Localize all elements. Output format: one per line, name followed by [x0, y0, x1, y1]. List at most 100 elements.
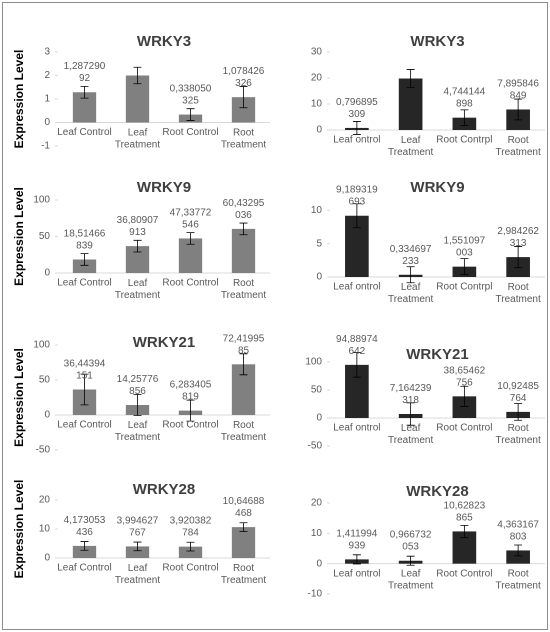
y-tick-label: -50 [36, 445, 51, 456]
y-axis-label: Expression Level [12, 480, 26, 579]
value-label: 10,92485 764 [497, 381, 539, 404]
y-tick-label: 10 [311, 528, 323, 539]
value-label: 10,64688 468 [223, 496, 265, 519]
bar [72, 92, 97, 123]
error-bar [460, 258, 469, 276]
error-bar [80, 373, 89, 406]
bar [178, 546, 203, 558]
value-label: 7,895846 849 [497, 78, 539, 101]
value-label: 14,25776 856 [117, 374, 159, 397]
value-label: 0,338050 325 [170, 83, 212, 106]
value-label: 4,744144 898 [444, 86, 486, 109]
value-label: 2,984262 313 [497, 226, 539, 249]
bar [345, 364, 369, 418]
x-tick-label: Leaf Treatment [388, 423, 433, 446]
x-tick-label: Root Treatment [496, 423, 541, 446]
error-bar [133, 239, 142, 253]
error-bar [186, 232, 195, 245]
x-tick-label: Root Control [162, 563, 218, 574]
x-tick-label: Root Control [162, 420, 218, 431]
chart-title: WRKY9 [137, 179, 191, 196]
y-tick-label: 0 [44, 410, 50, 421]
error-bar [352, 554, 361, 565]
y-tick-label: 2 [44, 70, 50, 81]
x-tick-label: Leaf ontrol [333, 568, 380, 579]
y-tick-label: 10 [311, 205, 323, 216]
value-label: 38,65462 756 [444, 365, 486, 388]
bar [231, 527, 256, 558]
y-tick-label: 100 [33, 195, 50, 206]
y-tick-label: 0 [316, 558, 322, 569]
chart-title: WRKY3 [137, 33, 191, 50]
chart-title: WRKY21 [406, 346, 469, 363]
chart-title: WRKY3 [410, 33, 464, 50]
value-label: 1,287290 92 [64, 61, 106, 84]
value-label: 1,551097 003 [444, 235, 486, 258]
y-tick-label: 100 [305, 357, 322, 368]
bar [345, 215, 369, 277]
y-tick-label: 1 [44, 94, 50, 105]
x-tick-label: Leaf Treatment [388, 135, 433, 158]
x-tick-label: Root Control [162, 278, 218, 289]
error-bar [133, 66, 142, 85]
value-label: 10,62823 865 [444, 500, 486, 523]
y-tick-label: 3 [44, 47, 50, 58]
bar [398, 78, 423, 130]
value-label: 9,189319 693 [336, 184, 378, 207]
chart-title: WRKY9 [410, 179, 464, 196]
error-bar [352, 121, 361, 135]
x-tick-label: Leaf Treatment [115, 563, 160, 586]
value-label: 4,363167 803 [497, 519, 539, 542]
x-tick-label: Root Treatment [221, 127, 266, 150]
y-tick-label: 20 [311, 498, 323, 509]
value-label: 94,88974 642 [336, 334, 378, 357]
x-tick-label: Root Treatment [496, 282, 541, 305]
x-tick-label: Root Treatment [496, 568, 541, 591]
y-axis-label: Expression Level [12, 50, 26, 149]
value-label: 6,283405 819 [170, 379, 212, 402]
bar [231, 228, 256, 273]
error-bar [514, 544, 523, 557]
bar [125, 75, 150, 123]
y-tick-label: 20 [39, 495, 51, 506]
bar [72, 545, 97, 558]
error-bar [406, 555, 415, 566]
error-bar [514, 98, 523, 121]
x-tick-label: Leaf Treatment [115, 278, 160, 301]
error-bar [133, 541, 142, 552]
x-tick-label: Root Treatment [221, 563, 266, 586]
x-tick-label: Root Contrpl [436, 135, 492, 146]
value-label: 0,334697 233 [390, 243, 432, 266]
x-tick-label: Leaf Control [57, 278, 111, 289]
error-bar [186, 399, 195, 422]
x-tick-label: Leaf Control [57, 420, 111, 431]
y-tick-label: 50 [39, 375, 51, 386]
error-bar [239, 522, 248, 532]
error-bar [239, 353, 248, 376]
bar [125, 546, 150, 558]
y-tick-label: -10 [308, 589, 323, 600]
error-bar [514, 246, 523, 269]
value-label: 36,44394 151 [64, 358, 106, 381]
x-tick-label: Root Treatment [221, 278, 266, 301]
x-tick-label: Leaf ontrol [333, 282, 380, 293]
error-bar [460, 109, 469, 126]
y-tick-label: 0 [316, 272, 322, 283]
x-tick-label: Leaf Treatment [388, 568, 433, 591]
x-tick-label: Leaf Control [57, 127, 111, 138]
bar [72, 259, 97, 273]
y-tick-label: -50 [308, 441, 323, 452]
y-tick-label: 5 [316, 238, 322, 249]
x-tick-label: Root Treatment [221, 420, 266, 443]
x-tick-label: Leaf Treatment [115, 127, 160, 150]
value-label: 1,078426 326 [223, 66, 265, 89]
error-bar [352, 352, 361, 378]
error-bar [352, 203, 361, 229]
value-label: 3,920382 784 [170, 515, 212, 538]
value-label: 60,43295 036 [223, 198, 265, 221]
x-tick-label: Root Control [162, 127, 218, 138]
x-tick-label: Leaf ontrol [333, 135, 380, 146]
value-label: 0,796895 309 [336, 97, 378, 120]
